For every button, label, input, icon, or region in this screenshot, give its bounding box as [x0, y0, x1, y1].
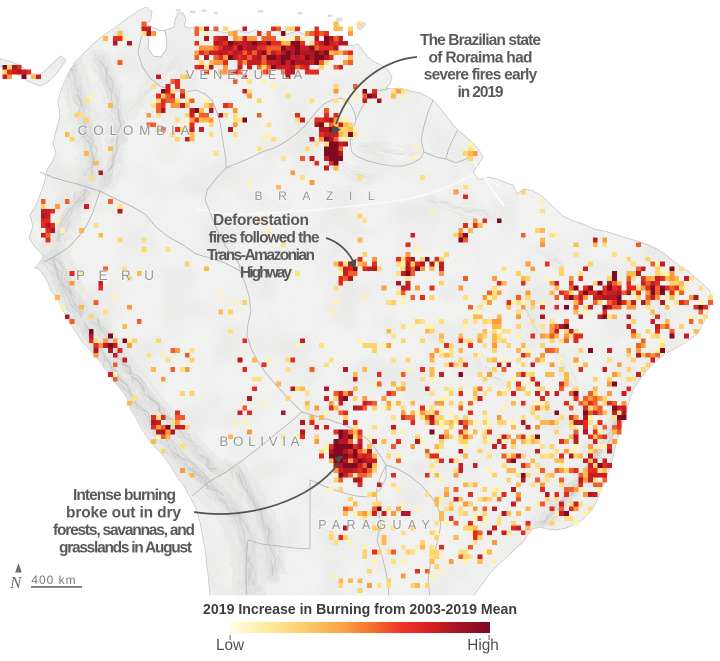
svg-text:BRAZIL: BRAZIL: [254, 189, 390, 203]
svg-text:Highway: Highway: [240, 265, 292, 282]
svg-text:PERU: PERU: [76, 268, 168, 283]
svg-text:COLOMBIA: COLOMBIA: [78, 123, 196, 138]
svg-text:BOLIVIA: BOLIVIA: [219, 434, 304, 449]
svg-text:2019 Increase in Burning from: 2019 Increase in Burning from 2003-2019 …: [203, 601, 517, 618]
svg-text:Intense burning: Intense burning: [73, 487, 176, 504]
svg-text:fires followed the: fires followed the: [209, 230, 320, 247]
svg-text:forests, savannas, and: forests, savannas, and: [53, 522, 195, 539]
svg-text:The Brazilian state: The Brazilian state: [420, 32, 541, 49]
svg-text:grasslands in August: grasslands in August: [59, 540, 192, 557]
svg-text:severe fires early: severe fires early: [424, 67, 538, 84]
svg-text:of Roraima had: of Roraima had: [429, 49, 533, 66]
svg-text:VENEZUELA: VENEZUELA: [186, 67, 307, 82]
svg-text:N: N: [9, 573, 23, 592]
svg-text:Deforestation: Deforestation: [213, 212, 309, 229]
svg-text:broke out in dry: broke out in dry: [66, 505, 181, 522]
svg-text:in 2019: in 2019: [458, 84, 504, 101]
svg-text:Trans-Amazonian: Trans-Amazonian: [207, 247, 315, 264]
svg-text:PARAGUAY: PARAGUAY: [318, 518, 436, 532]
svg-text:Low: Low: [216, 637, 245, 654]
svg-text:400 km: 400 km: [31, 573, 76, 587]
svg-text:High: High: [467, 637, 498, 654]
